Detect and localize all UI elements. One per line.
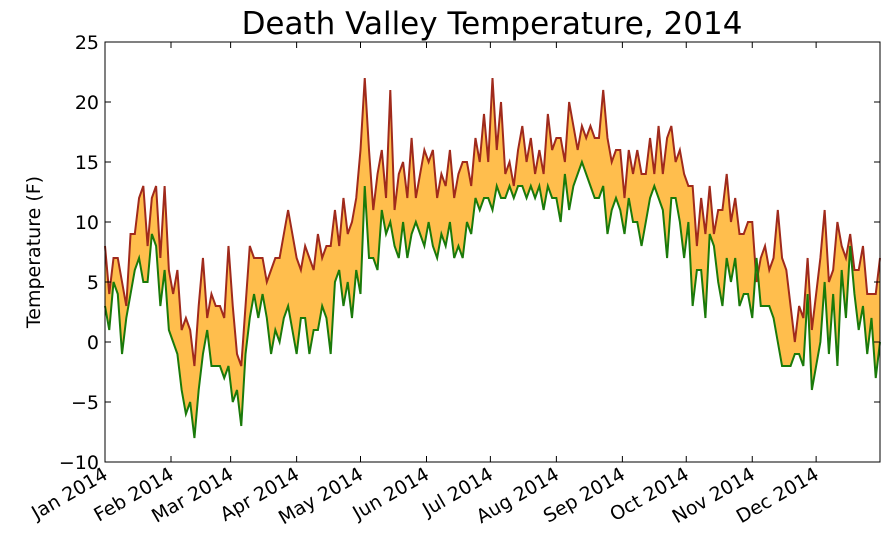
y-tick-label: 15: [75, 152, 99, 174]
y-tick-label: 5: [87, 272, 99, 294]
plot-frame: [104, 41, 881, 463]
y-tick-label: 0: [87, 332, 99, 354]
y-tick-label: −10: [59, 452, 99, 474]
y-tick-label: 20: [75, 92, 99, 114]
y-tick-label: 10: [75, 212, 99, 234]
y-tick-label: −5: [71, 392, 99, 414]
series-line: [104, 77, 881, 367]
series-line: [104, 159, 881, 439]
y-tick-label: 25: [75, 32, 99, 54]
fill-area: [105, 78, 880, 438]
chart-title: Death Valley Temperature, 2014: [242, 6, 743, 42]
y-axis-label: Temperature (F): [23, 176, 45, 329]
